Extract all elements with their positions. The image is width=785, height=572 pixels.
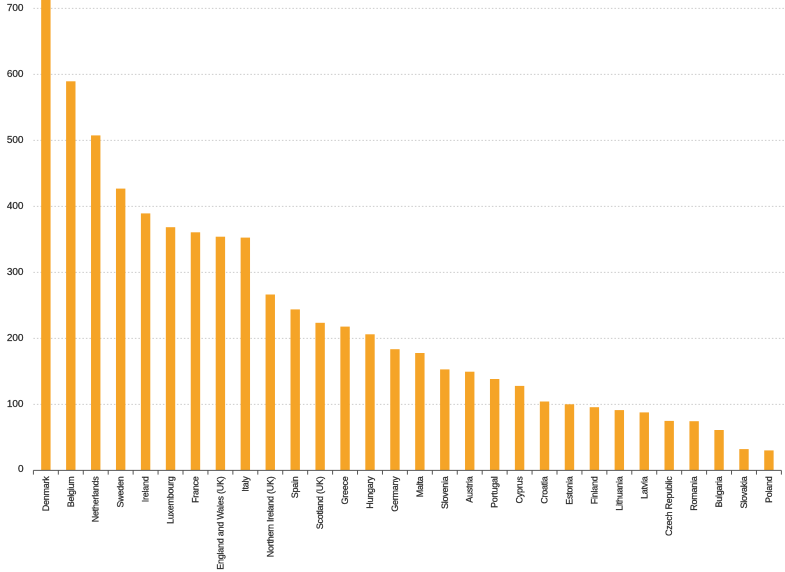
svg-text:Ireland: Ireland — [141, 476, 151, 502]
svg-text:Romania: Romania — [689, 476, 699, 511]
svg-text:Denmark: Denmark — [41, 476, 51, 512]
svg-text:Estonia: Estonia — [564, 476, 574, 505]
svg-text:300: 300 — [7, 267, 24, 278]
svg-text:Malta: Malta — [415, 476, 425, 497]
svg-text:Portugal: Portugal — [490, 476, 500, 508]
svg-text:France: France — [190, 476, 200, 503]
svg-text:Italy: Italy — [240, 476, 250, 492]
svg-text:Slovakia: Slovakia — [739, 476, 749, 508]
svg-text:Slovenia: Slovenia — [440, 476, 450, 509]
svg-text:700: 700 — [7, 3, 24, 14]
svg-text:Lithuania: Lithuania — [614, 476, 624, 511]
svg-text:0: 0 — [18, 464, 24, 475]
svg-text:500: 500 — [7, 135, 24, 146]
svg-text:Latvia: Latvia — [639, 476, 649, 499]
svg-text:Belgium: Belgium — [66, 477, 76, 508]
svg-text:England and Wales (UK): England and Wales (UK) — [215, 476, 225, 569]
svg-text:Hungary: Hungary — [365, 476, 375, 509]
svg-text:Spain: Spain — [290, 476, 300, 498]
svg-text:Cyprus: Cyprus — [515, 476, 525, 504]
svg-text:Finland: Finland — [589, 476, 599, 504]
svg-text:Poland: Poland — [764, 476, 774, 503]
svg-text:Northern Ireland (UK): Northern Ireland (UK) — [265, 476, 275, 557]
svg-text:Germany: Germany — [390, 476, 400, 512]
svg-text:200: 200 — [7, 333, 24, 344]
svg-text:Bulgaria: Bulgaria — [714, 476, 724, 507]
svg-text:600: 600 — [7, 69, 24, 80]
svg-text:100: 100 — [7, 399, 24, 410]
svg-text:Luxembourg: Luxembourg — [166, 476, 176, 524]
svg-text:Croatia: Croatia — [540, 476, 550, 504]
svg-text:Sweden: Sweden — [116, 476, 126, 507]
svg-text:400: 400 — [7, 201, 24, 212]
svg-text:Netherlands: Netherlands — [91, 476, 101, 523]
svg-text:Greece: Greece — [340, 476, 350, 504]
svg-text:Austria: Austria — [465, 476, 475, 503]
svg-text:Czech Republic: Czech Republic — [664, 476, 674, 536]
svg-text:Scotland (UK): Scotland (UK) — [315, 476, 325, 529]
